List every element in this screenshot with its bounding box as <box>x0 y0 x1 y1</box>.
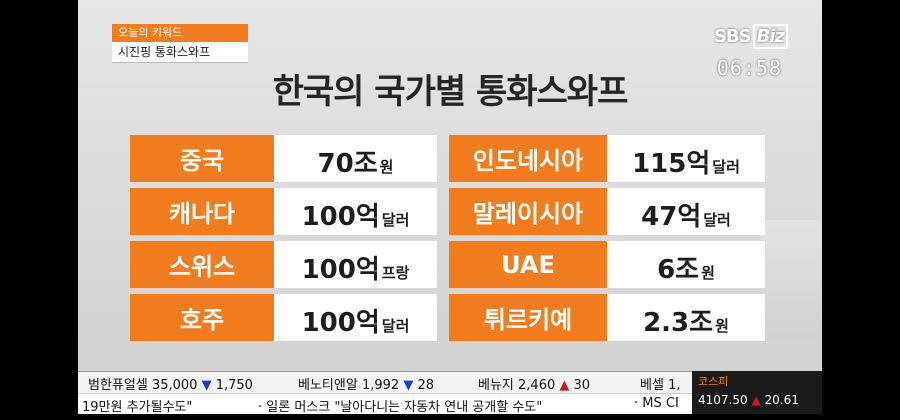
amount-currency: 원 <box>379 158 394 176</box>
amount-currency: 달러 <box>381 317 410 335</box>
swap-row: 튀르키예 2.3 조 원 <box>449 294 765 341</box>
clock: 06:58 <box>716 56 782 80</box>
keyword-box: 오늘의 키워드 시진핑 통화스와프 <box>112 24 248 63</box>
kospi-label: 코스피 <box>698 375 729 388</box>
logo-main: SBS <box>713 26 752 47</box>
up-arrow-icon: ▲ <box>751 393 761 407</box>
amount-currency: 원 <box>701 264 715 282</box>
swap-row: 스위스 100 억 프랑 <box>130 241 437 288</box>
amount-number: 2.3 <box>643 308 690 338</box>
swap-column-left: 중국 70 조 원 캐나다 100 억 달러 스위스 100 억 프랑 호주 100 억 달러 <box>130 135 437 341</box>
keyword-label: 오늘의 키워드 <box>112 24 248 42</box>
swap-row: 중국 70 조 원 <box>130 135 437 182</box>
country-cell: 캐나다 <box>130 188 274 235</box>
news-crawl: 19만원 추가될수도" · 일론 머스크 "날아다니는 자동차 연내 공개할 수… <box>78 393 822 415</box>
country-cell: 인도네시아 <box>449 135 607 182</box>
swap-row: 호주 100 억 달러 <box>130 294 437 341</box>
amount-number: 100 <box>301 308 356 338</box>
kospi-value: 4107.50 ▲ 20.61 <box>698 393 799 407</box>
amount-unit: 억 <box>686 149 711 179</box>
ticker-item: 베셀 1, <box>640 374 680 393</box>
country-cell: 스위스 <box>130 241 274 288</box>
ticker-name: 범한퓨얼셀 <box>88 378 148 393</box>
page-title: 한국의 국가별 통화스와프 <box>272 72 629 112</box>
swap-row: 인도네시아 115 억 달러 <box>449 135 765 182</box>
amount-number: 47 <box>641 202 678 232</box>
amount-number: 100 <box>301 202 356 232</box>
amount-unit: 억 <box>355 202 380 232</box>
amount-number: 70 <box>317 149 354 179</box>
country-cell: 말레이시아 <box>449 188 607 235</box>
amount-unit: 조 <box>675 255 700 285</box>
amount-cell: 47 억 달러 <box>607 188 765 235</box>
ticker-name: 베셀 <box>640 378 664 393</box>
swap-row: 말레이시아 47 억 달러 <box>449 188 765 235</box>
amount-currency: 달러 <box>703 211 731 229</box>
broadcast-screen: 오늘의 키워드 시진핑 통화스와프 SBS Biz 06:58 한국의 국가별 통… <box>78 0 822 420</box>
amount-unit: 억 <box>355 255 380 285</box>
swap-row: 캐나다 100 억 달러 <box>130 188 437 235</box>
amount-number: 115 <box>632 149 687 179</box>
keyword-topic: 시진핑 통화스와프 <box>112 42 248 63</box>
broadcaster-logo: SBS Biz <box>713 24 788 49</box>
ticker-change: 1,750 <box>215 378 253 393</box>
amount-cell: 2.3 조 원 <box>607 294 765 341</box>
country-cell: 호주 <box>130 294 274 341</box>
kospi-number: 4107.50 <box>698 393 748 407</box>
amount-unit: 억 <box>355 308 380 338</box>
ticker-name: 베뉴지 <box>478 378 514 393</box>
news-item: 19만원 추가될수도" <box>82 400 193 415</box>
amount-cell: 100 억 프랑 <box>274 241 437 288</box>
stock-ticker: 범한퓨얼셀 35,000 ▼ 1,750 베노티앤알 1,992 ▼ 28 베뉴… <box>78 371 822 394</box>
news-item: · MS CI <box>634 396 679 411</box>
ticker-change: 30 <box>573 378 591 393</box>
news-item: · 일론 머스크 "날아다니는 자동차 연내 공개할 수도" <box>258 400 543 415</box>
down-arrow-icon: ▼ <box>201 378 212 393</box>
amount-unit: 억 <box>677 202 702 232</box>
kospi-index-box: 코스피 4107.50 ▲ 20.61 <box>692 371 822 414</box>
logo-sub: Biz <box>752 24 788 49</box>
amount-currency: 달러 <box>712 158 740 176</box>
country-cell: UAE <box>449 241 607 288</box>
ticker-price: 1,992 <box>361 378 400 393</box>
amount-cell: 100 억 달러 <box>274 294 437 341</box>
studio-shelf <box>762 220 822 340</box>
swap-row: UAE 6 조 원 <box>449 241 765 288</box>
swap-column-right: 인도네시아 115 억 달러 말레이시아 47 억 달러 UAE 6 조 원 튀르키예 2.3 조 원 <box>449 135 765 341</box>
ticker-price: 1, <box>668 378 681 393</box>
amount-currency: 프랑 <box>381 264 410 282</box>
amount-number: 100 <box>301 255 356 285</box>
amount-cell: 70 조 원 <box>274 135 437 182</box>
down-arrow-icon: ▼ <box>403 378 414 393</box>
amount-cell: 115 억 달러 <box>607 135 765 182</box>
amount-currency: 원 <box>715 317 729 335</box>
amount-currency: 달러 <box>381 211 410 229</box>
ticker-item: 베노티앤알 1,992 ▼ 28 <box>298 374 434 393</box>
country-cell: 중국 <box>130 135 274 182</box>
bottom-bar <box>0 414 900 420</box>
ticker-price: 35,000 <box>151 378 198 393</box>
amount-cell: 100 억 달러 <box>274 188 437 235</box>
ticker-item: 베뉴지 2,460 ▲ 30 <box>478 374 590 393</box>
ticker-item: 범한퓨얼셀 35,000 ▼ 1,750 <box>88 374 253 393</box>
ticker-name: 베노티앤알 <box>298 378 358 393</box>
swap-table: 중국 70 조 원 캐나다 100 억 달러 스위스 100 억 프랑 호주 100 억 달러 인도네시아 11… <box>130 135 765 341</box>
amount-unit: 조 <box>689 308 714 338</box>
amount-unit: 조 <box>353 149 378 179</box>
kospi-change: 20.61 <box>764 393 799 407</box>
country-cell: 튀르키예 <box>449 294 607 341</box>
ticker-price: 2,460 <box>518 378 556 393</box>
amount-number: 6 <box>657 255 676 285</box>
ticker-change: 28 <box>417 378 434 393</box>
up-arrow-icon: ▲ <box>559 378 570 393</box>
